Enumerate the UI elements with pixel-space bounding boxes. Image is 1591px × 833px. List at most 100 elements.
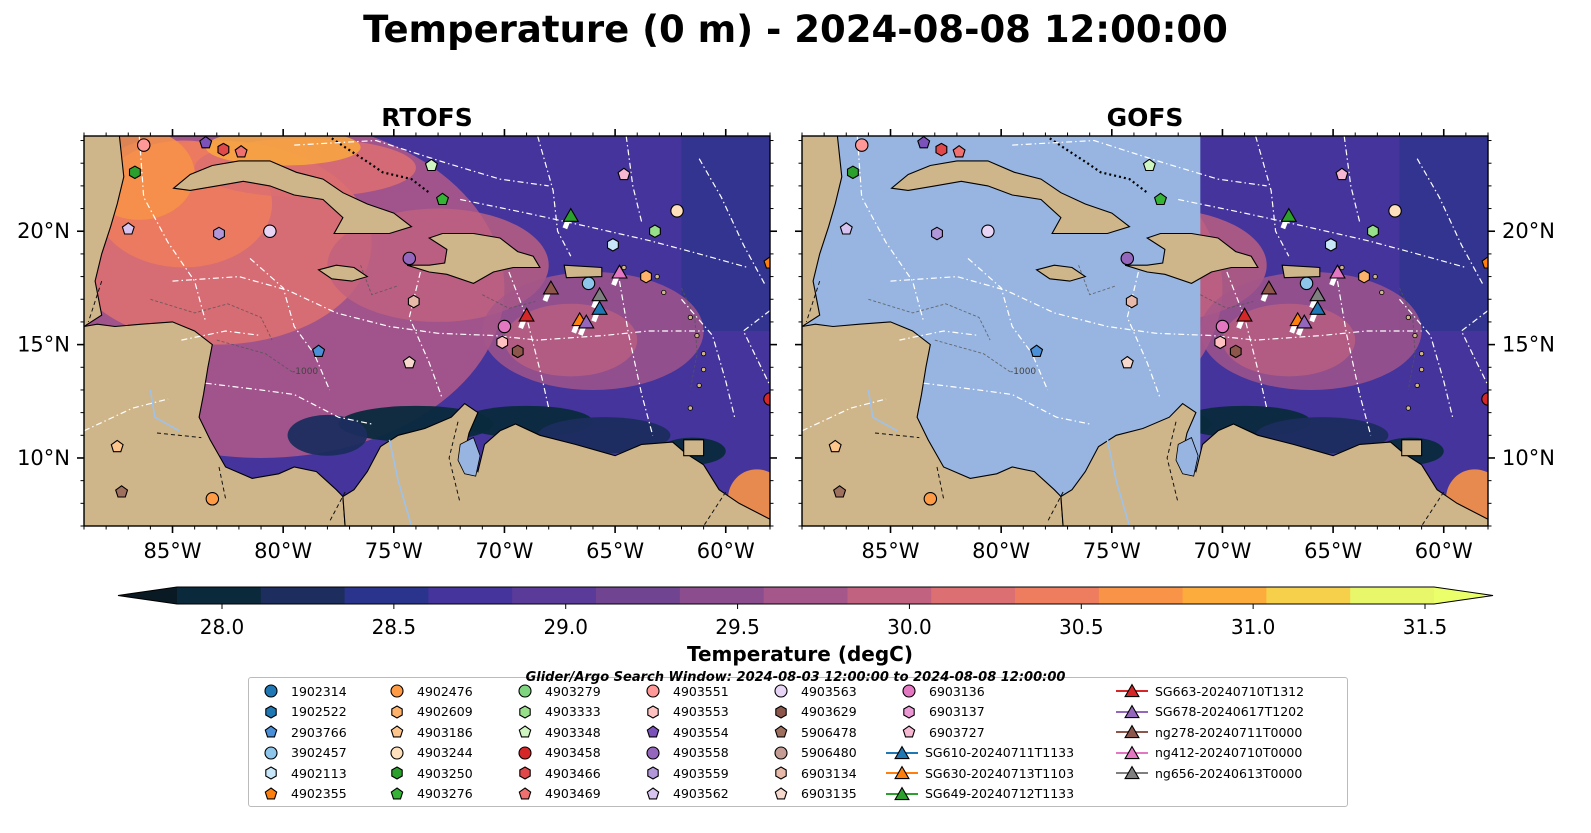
argo-float-4903554	[199, 136, 213, 149]
legend-label: 4903563	[801, 683, 857, 699]
legend-item-4903558: 4903558	[639, 744, 729, 762]
colorbar-segment	[763, 587, 848, 604]
hexagon-icon	[519, 704, 531, 719]
legend-label: ng412-20240710T0000	[1155, 745, 1303, 760]
legend-label: 5906478	[801, 724, 857, 740]
legend-label: 6903136	[929, 683, 985, 699]
argo-float-1902522	[808, 100, 819, 112]
argo-legend-marker	[647, 766, 659, 780]
argo-float-4903276	[1153, 192, 1168, 206]
colorbar-outline	[117, 586, 1494, 605]
argo-legend-marker	[518, 725, 532, 738]
legend-label: 4903466	[545, 765, 601, 781]
y-tick-label: 20°N	[1502, 219, 1555, 243]
argo-float-4903562	[121, 222, 135, 235]
hexagon-icon	[775, 704, 787, 719]
legend-item-3902457: 3902457	[257, 744, 347, 762]
argo-float-6903134	[407, 294, 420, 309]
glider-ng412-20240710T0000	[611, 264, 628, 279]
glider-legend-marker	[1116, 683, 1148, 698]
argo-float-4902476	[205, 492, 220, 506]
circle-icon	[774, 684, 788, 698]
pentagon-icon	[518, 786, 532, 799]
argo-legend-marker	[265, 704, 277, 719]
glider-SG649-20240712T1133	[1280, 207, 1298, 222]
hexagon-icon	[647, 704, 659, 719]
land-hispaniola	[406, 232, 541, 285]
pentagon-icon	[518, 725, 532, 738]
legend-item-4903348: 4903348	[511, 723, 601, 741]
land-jamaica	[317, 264, 369, 282]
circle-icon	[774, 745, 788, 760]
legend-item-4903276: 4903276	[383, 785, 473, 803]
legend-item-4902113: 4902113	[257, 764, 347, 782]
argo-legend-marker	[774, 725, 788, 738]
legend-item-ng278-20240711T0000: ng278-20240711T0000	[1115, 723, 1302, 741]
maritime-boundaries	[84, 136, 770, 436]
colorbar-segment	[1182, 587, 1267, 604]
pentagon-icon	[902, 725, 916, 738]
glider-markers	[1236, 207, 1346, 336]
colorbar-segment	[596, 587, 681, 604]
circle-icon	[646, 684, 660, 698]
land-puertoRico	[1281, 264, 1321, 279]
legend-item-2903766: 2903766	[257, 723, 347, 741]
colorbar: 28.0 28.5 29.0 29.5 30.0 30.5 31.0 31.5 Temperat…	[117, 586, 1494, 666]
glider-SG649-20240712T1133	[562, 207, 580, 222]
argo-float-4903553	[496, 335, 509, 350]
legend-item-4903244: 4903244	[383, 744, 473, 762]
glider-SG678-20240617T1202	[578, 313, 595, 329]
glider-SG663-20240710T1312	[1236, 307, 1253, 322]
argo-legend-marker	[774, 745, 788, 760]
legend-item-SG663-20240710T1312: SG663-20240710T1312	[1115, 682, 1304, 700]
legend-label: 4903554	[673, 724, 729, 740]
legend-label: 4902476	[417, 683, 473, 699]
glider-ng656-20240613T0000	[591, 286, 608, 302]
legend-label: SG610-20240711T1133	[925, 745, 1075, 760]
legend-item-6903136: 6903136	[895, 682, 985, 700]
argo-float-4903333	[1367, 224, 1379, 239]
legend-item-SG610-20240711T1133: SG610-20240711T1133	[885, 744, 1074, 762]
argo-float-4902355	[763, 256, 770, 269]
legend-label: 6903135	[801, 786, 857, 801]
lake-maracaibo	[457, 437, 481, 477]
argo-markers	[808, 100, 1488, 506]
triangle-icon	[894, 765, 910, 780]
legend-item-6903137: 6903137	[895, 703, 985, 721]
glider-ng278-20240711T0000	[1260, 279, 1278, 295]
y-tick-label: 10°N	[1502, 446, 1555, 470]
argo-legend-marker	[646, 786, 660, 799]
glider-SG663-20240710T1312	[518, 307, 535, 322]
panel-frame	[83, 135, 771, 527]
circle-icon	[902, 684, 916, 698]
argo-legend-marker	[264, 745, 278, 760]
land	[802, 136, 1488, 526]
glider-legend-marker	[1116, 744, 1148, 759]
glider-ng412-20240710T0000	[1329, 264, 1346, 279]
legend-label: 4903244	[417, 745, 473, 760]
colorbar-tick-label: 30.0	[887, 615, 932, 639]
hexagon-icon	[775, 766, 787, 780]
triangle-icon	[1124, 683, 1140, 698]
glider-SG610-20240711T1133	[591, 300, 608, 315]
argo-float-4903348	[424, 158, 438, 172]
legend-item-4903250: 4903250	[383, 764, 473, 782]
argo-float-4903469	[234, 145, 248, 158]
glider-legend-marker	[886, 744, 918, 759]
argo-float-4903250	[128, 165, 141, 180]
circle-icon	[646, 745, 660, 760]
triangle-icon	[1124, 703, 1140, 718]
triangle-icon	[1124, 765, 1140, 780]
y-tick-label: 20°N	[17, 219, 70, 243]
search-window-label: Glider/Argo Search Window: 2024-08-03 12…	[525, 670, 1066, 685]
maritime-boundaries	[802, 136, 1488, 436]
legend-item-4903553: 4903553	[639, 703, 729, 721]
colorbar-tick-label: 29.0	[543, 615, 588, 639]
argo-float-6903136	[1215, 319, 1230, 334]
x-tick-label: 80°W	[972, 539, 1030, 563]
argo-legend-marker	[264, 725, 278, 738]
glider-legend-marker	[886, 785, 918, 800]
argo-legend-marker	[774, 786, 788, 799]
glider-SG678-20240617T1202	[1296, 313, 1313, 329]
y-tick-label: 15°N	[1502, 333, 1555, 357]
